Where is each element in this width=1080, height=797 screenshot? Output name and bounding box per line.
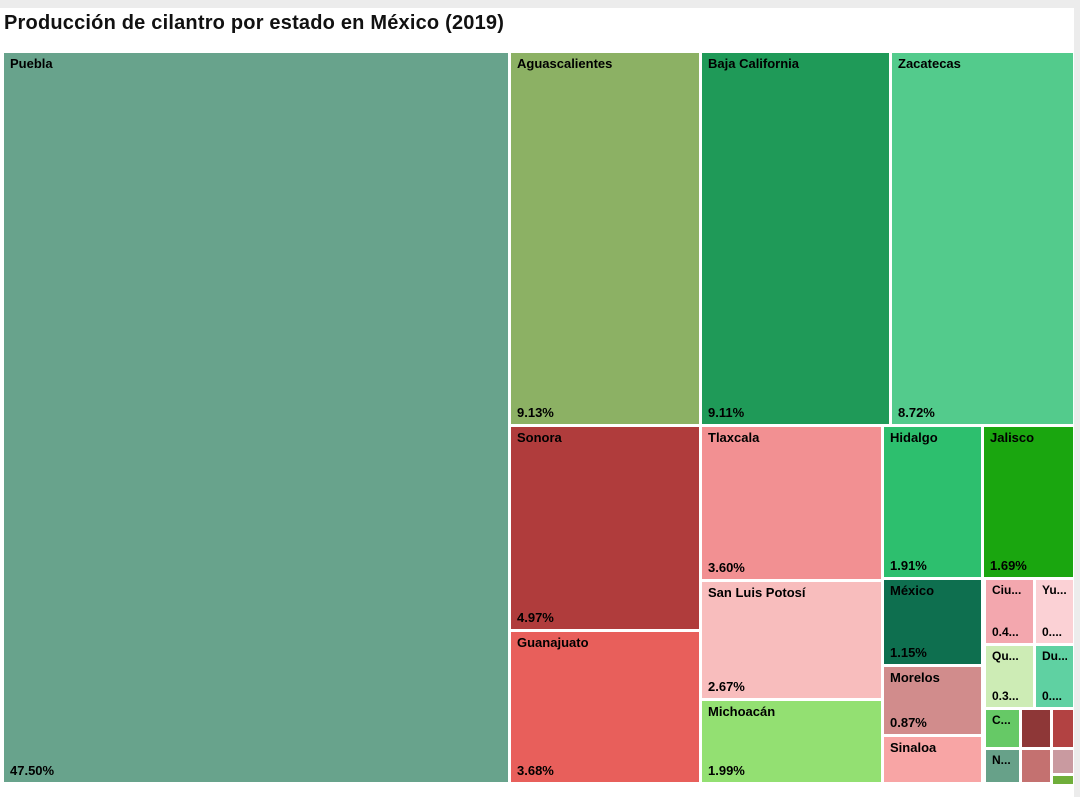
tile-state-label: San Luis Potosí bbox=[708, 586, 806, 600]
tile-percent-label: 1.99% bbox=[708, 763, 745, 778]
treemap-tile-yu-truncated[interactable]: Yu... 0.... bbox=[1036, 580, 1073, 643]
treemap-tile-hidalgo[interactable]: Hidalgo 1.91% bbox=[884, 427, 981, 577]
treemap-tile-puebla[interactable]: Puebla 47.50% bbox=[4, 53, 508, 782]
tile-percent-label: 1.15% bbox=[890, 645, 927, 660]
tile-state-label: Morelos bbox=[890, 671, 940, 685]
treemap-tile-unlabeled-4[interactable] bbox=[1053, 750, 1073, 773]
tile-state-label: Tlaxcala bbox=[708, 431, 760, 445]
tile-percent-label: 2.67% bbox=[708, 679, 745, 694]
tile-state-label: Jalisco bbox=[990, 431, 1035, 445]
tile-state-label: N... bbox=[992, 754, 1011, 767]
tile-percent-label: 0.4... bbox=[992, 625, 1019, 639]
treemap-tile-sonora[interactable]: Sonora 4.97% bbox=[511, 427, 699, 629]
treemap-tile-tlaxcala[interactable]: Tlaxcala 3.60% bbox=[702, 427, 881, 579]
chart-title: Producción de cilantro por estado en Méx… bbox=[4, 12, 505, 34]
treemap-tile-san-luis-potosi[interactable]: San Luis Potosí 2.67% bbox=[702, 582, 881, 698]
tile-state-label: Aguascalientes bbox=[517, 57, 613, 71]
right-edge-strip bbox=[1074, 0, 1080, 797]
treemap-tile-qu-truncated[interactable]: Qu... 0.3... bbox=[986, 646, 1033, 707]
treemap-tile-jalisco[interactable]: Jalisco 1.69% bbox=[984, 427, 1073, 577]
treemap-tile-aguascalientes[interactable]: Aguascalientes 9.13% bbox=[511, 53, 699, 424]
tile-state-label: Du... bbox=[1042, 650, 1067, 663]
tile-percent-label: 47.50% bbox=[10, 763, 55, 778]
tile-percent-label: 3.60% bbox=[708, 560, 745, 575]
treemap-tile-mexico[interactable]: México 1.15% bbox=[884, 580, 981, 664]
tile-state-label: Sinaloa bbox=[890, 741, 937, 755]
treemap-tile-c-truncated[interactable]: C... bbox=[986, 710, 1019, 747]
tile-percent-label: 9.11% bbox=[708, 405, 745, 420]
tile-state-label: Zacatecas bbox=[898, 57, 961, 71]
tile-percent-label: 0.3... bbox=[992, 689, 1019, 703]
tile-state-label: Guanajuato bbox=[517, 636, 589, 650]
tile-state-label: Puebla bbox=[10, 57, 53, 71]
treemap-tile-zacatecas[interactable]: Zacatecas 8.72% bbox=[892, 53, 1073, 424]
treemap-tile-unlabeled-2[interactable] bbox=[1053, 710, 1073, 747]
tile-percent-label: 8.72% bbox=[898, 405, 935, 420]
treemap-tile-guanajuato[interactable]: Guanajuato 3.68% bbox=[511, 632, 699, 782]
tile-state-label: C... bbox=[992, 714, 1011, 727]
treemap-tile-baja-california[interactable]: Baja California 9.11% bbox=[702, 53, 889, 424]
treemap-tile-unlabeled-3[interactable] bbox=[1022, 750, 1050, 782]
tile-state-label: Baja California bbox=[708, 57, 800, 71]
tile-percent-label: 0.... bbox=[1042, 689, 1063, 703]
tile-percent-label: 4.97% bbox=[517, 610, 554, 625]
treemap-tile-michoacan[interactable]: Michoacán 1.99% bbox=[702, 701, 881, 782]
treemap-tile-du-truncated[interactable]: Du... 0.... bbox=[1036, 646, 1073, 707]
tile-state-label: Ciu... bbox=[992, 584, 1022, 597]
tile-percent-label: 0.87% bbox=[890, 715, 927, 730]
treemap-tile-unlabeled-5[interactable] bbox=[1053, 776, 1073, 784]
tile-state-label: Qu... bbox=[992, 650, 1019, 663]
tile-state-label: México bbox=[890, 584, 935, 598]
tile-percent-label: 0.... bbox=[1042, 625, 1063, 639]
treemap-tile-n-truncated[interactable]: N... bbox=[986, 750, 1019, 782]
tile-percent-label: 3.68% bbox=[517, 763, 554, 778]
tile-state-label: Sonora bbox=[517, 431, 562, 445]
tile-state-label: Hidalgo bbox=[890, 431, 938, 445]
tile-state-label: Yu... bbox=[1042, 584, 1067, 597]
tile-percent-label: 9.13% bbox=[517, 405, 554, 420]
treemap-tile-morelos[interactable]: Morelos 0.87% bbox=[884, 667, 981, 734]
tile-percent-label: 1.91% bbox=[890, 558, 927, 573]
top-edge-strip bbox=[0, 0, 1080, 8]
treemap-tile-unlabeled-1[interactable] bbox=[1022, 710, 1050, 747]
treemap-tile-ciu-truncated[interactable]: Ciu... 0.4... bbox=[986, 580, 1033, 643]
treemap-tile-sinaloa[interactable]: Sinaloa bbox=[884, 737, 981, 782]
tile-state-label: Michoacán bbox=[708, 705, 776, 719]
tile-percent-label: 1.69% bbox=[990, 558, 1027, 573]
